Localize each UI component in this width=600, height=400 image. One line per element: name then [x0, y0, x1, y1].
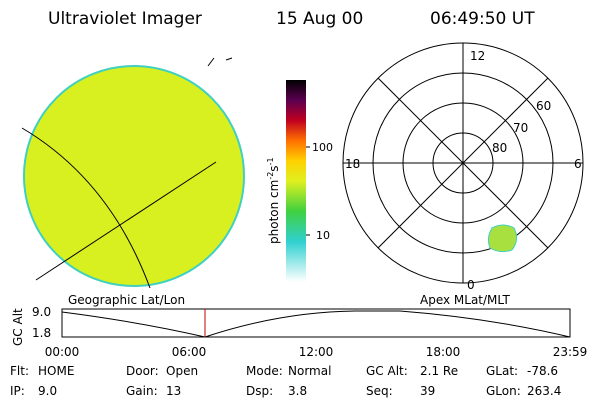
- alt-xticks: 00:00 06:00 12:00 18:00 23:59: [45, 345, 588, 359]
- status-value: HOME: [38, 364, 74, 378]
- label-text: photon cm: [267, 180, 281, 244]
- status-value: 3.8: [288, 384, 307, 398]
- status-value: 2.1 Re: [420, 364, 458, 378]
- status-label: Gain:: [126, 384, 158, 398]
- exponent: -1: [266, 157, 275, 165]
- alt-xtick: 00:00: [45, 345, 80, 359]
- alt-ylabel: GC Alt: [11, 308, 25, 346]
- instrument: Ultraviolet Imager: [48, 9, 202, 29]
- lat-label: 70: [513, 121, 528, 135]
- status-label: Flt:: [10, 364, 29, 378]
- alt-frame: [61, 308, 571, 338]
- status-label: GLon:: [486, 384, 521, 398]
- marks: [207, 57, 233, 67]
- alt-xtick: 23:59: [553, 345, 588, 359]
- caption: Apex MLat/MLT: [420, 293, 510, 307]
- label-text: s: [267, 165, 281, 171]
- mlt-label: 6: [574, 157, 582, 171]
- caption: Geographic Lat/Lon: [68, 293, 185, 307]
- status: Flt: HOME Door: Open Mode: Normal GC Alt: 2.1 R…: [10, 364, 561, 398]
- status-value: 9.0: [38, 384, 57, 398]
- colorbar-label: photon cm-2s-1: [266, 157, 281, 244]
- alt-xtick: 06:00: [172, 345, 207, 359]
- alt-ytick: 9.0: [32, 305, 51, 319]
- status-value: Normal: [288, 364, 331, 378]
- time: 06:49:50 UT: [430, 9, 535, 29]
- status-label: Dsp:: [246, 384, 273, 398]
- earth-image: [23, 65, 245, 287]
- alt-xtick: 12:00: [299, 345, 334, 359]
- status-value: Open: [166, 364, 198, 378]
- polar-grid: [342, 42, 584, 284]
- parallel: [35, 161, 217, 281]
- status-value: 39: [420, 384, 435, 398]
- status-label: GLat:: [486, 364, 518, 378]
- alt-ytick: 1.8: [32, 326, 51, 340]
- status-value: 263.4: [527, 384, 561, 398]
- status-label: GC Alt:: [366, 364, 408, 378]
- alt-curve: [61, 310, 571, 338]
- mlt-label: 12: [470, 49, 485, 63]
- colorbar-tick: 10: [316, 229, 330, 242]
- mlt-label: 0: [467, 278, 475, 292]
- date: 15 Aug 00: [276, 9, 363, 29]
- lat-label: 80: [492, 141, 507, 155]
- status-label: Mode:: [246, 364, 283, 378]
- lat-label: 60: [536, 99, 551, 113]
- alt-xtick: 18:00: [426, 345, 461, 359]
- status-value: 13: [166, 384, 181, 398]
- colorbar: [286, 80, 306, 282]
- status-value: -78.6: [527, 364, 558, 378]
- mlt-label: 18: [345, 157, 360, 171]
- status-label: IP:: [10, 384, 25, 398]
- exponent: -2: [266, 172, 275, 180]
- aurora-spot: [487, 224, 518, 253]
- status-label: Seq:: [366, 384, 393, 398]
- status-label: Door:: [126, 364, 159, 378]
- colorbar-tick: 100: [312, 141, 333, 154]
- meridian: [21, 127, 151, 289]
